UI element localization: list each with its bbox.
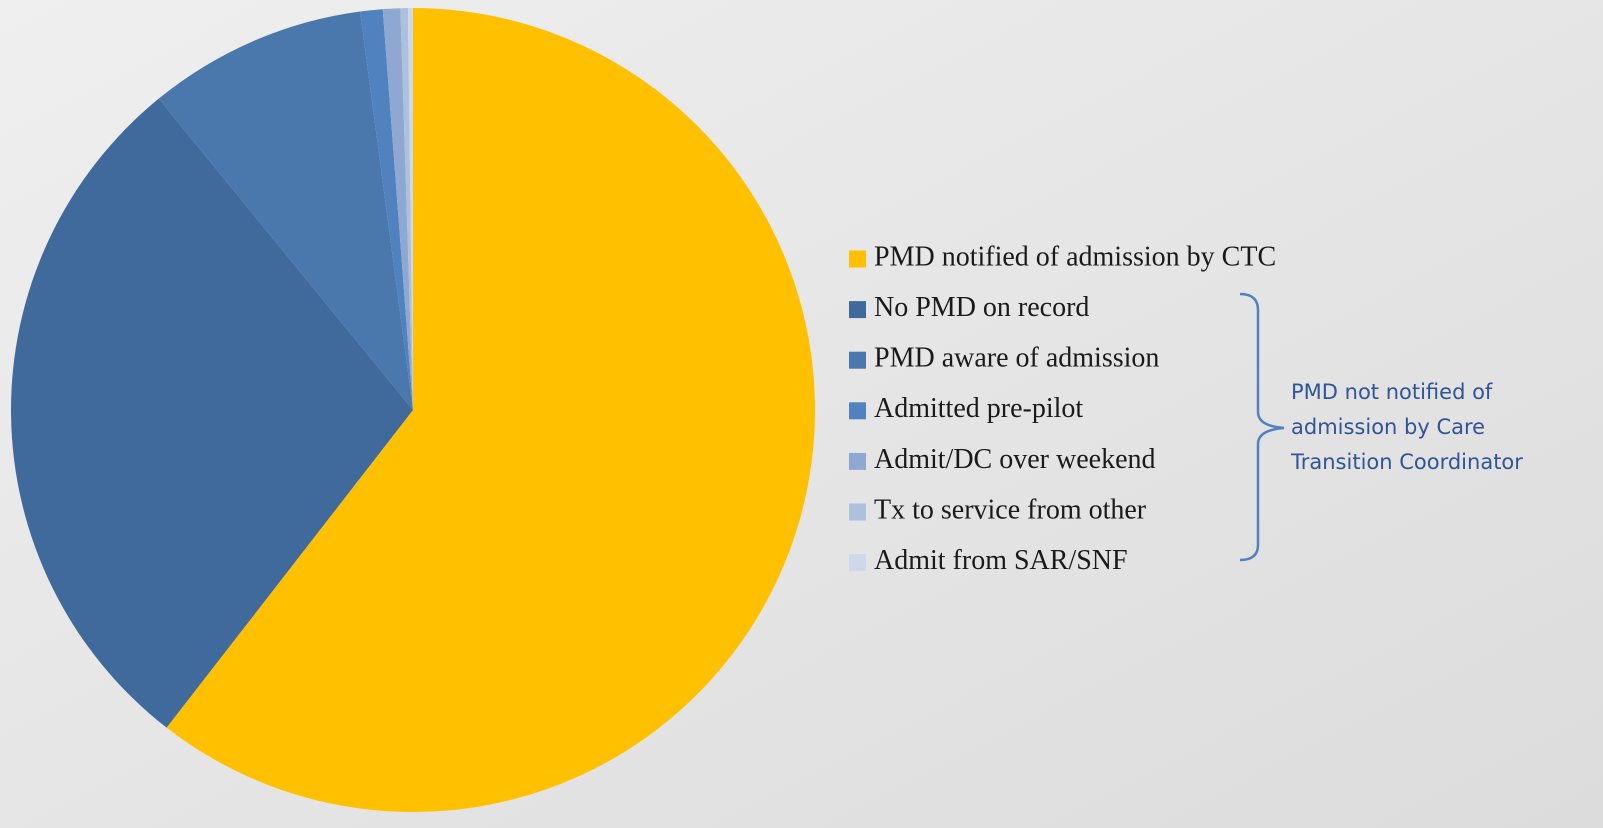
legend-swatch — [849, 301, 866, 319]
brace — [1239, 292, 1285, 562]
pie-slice — [11, 98, 413, 728]
annotation-line: PMD not notified of — [1291, 380, 1493, 404]
legend-label: Admitted pre-pilot — [874, 393, 1083, 424]
pie-slice — [382, 8, 413, 410]
pie-slice — [400, 8, 413, 411]
pie-slice — [158, 11, 413, 411]
legend-swatch — [849, 503, 866, 521]
legend-swatch — [849, 402, 866, 420]
legend-label: Tx to service from other — [874, 494, 1147, 525]
annotation-line: admission by Care — [1291, 415, 1485, 439]
legend-label: PMD aware of admission — [874, 343, 1159, 374]
legend-label: Admit from SAR/SNF — [874, 545, 1128, 576]
legend-swatch — [849, 452, 866, 470]
annotation: PMD not notified of admission by Care Tran… — [1290, 380, 1523, 474]
pie-slice — [360, 9, 413, 411]
legend-swatch — [849, 250, 866, 268]
annotation-line: Transition Coordinator — [1290, 450, 1523, 474]
pie-slice — [407, 8, 413, 410]
legend: PMD notified of admission by CTC No PMD o… — [849, 241, 1276, 576]
legend-label: PMD notified of admission by CTC — [874, 241, 1276, 272]
legend-swatch — [849, 351, 866, 369]
pie — [11, 8, 816, 812]
pie-slice — [166, 8, 816, 812]
legend-label: No PMD on record — [874, 292, 1089, 323]
legend-swatch — [849, 554, 866, 572]
legend-label: Admit/DC over weekend — [874, 444, 1156, 475]
